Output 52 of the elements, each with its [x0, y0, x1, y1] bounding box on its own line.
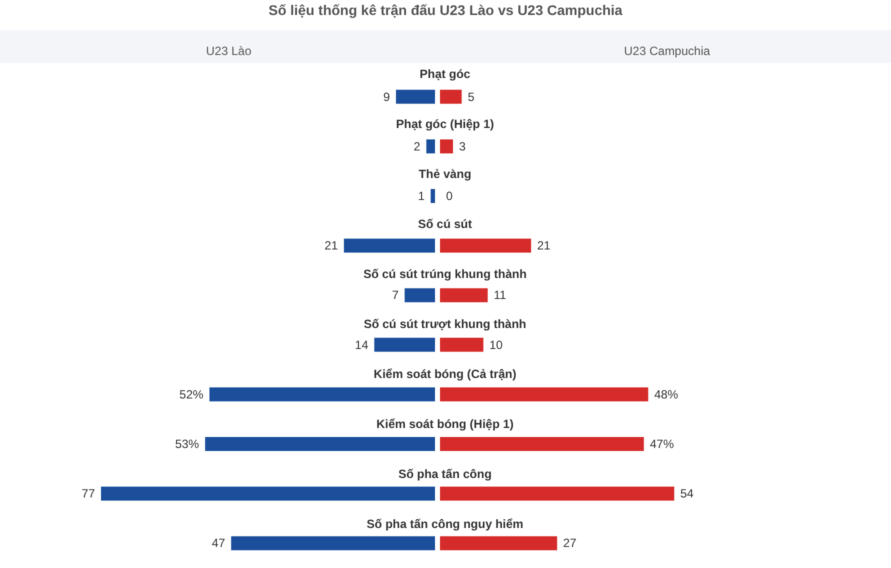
bar [440, 437, 644, 451]
bar [440, 139, 454, 154]
data-label: 53% [175, 437, 200, 451]
data-label: 2 [414, 139, 421, 154]
data-label: 0 [446, 189, 453, 203]
bar [440, 90, 462, 104]
data-label: 47% [650, 437, 674, 451]
y-tick-label: Số cú sút [418, 217, 472, 231]
data-label: 3 [459, 139, 466, 154]
data-label: 21 [324, 238, 338, 253]
text: U23 Campuchia [624, 44, 710, 58]
y-tick-label: Số pha tấn công [398, 467, 492, 481]
data-label: 54 [680, 486, 694, 501]
bar [440, 536, 558, 550]
data-label: 1 [418, 189, 425, 203]
y-tick-label: Số pha tấn công nguy hiểm [366, 517, 524, 531]
data-label: 11 [494, 288, 506, 302]
data-label: 52% [179, 387, 204, 402]
data-label: 27 [563, 536, 577, 550]
text: U23 Lào [206, 44, 252, 58]
y-tick-label: Số cú sút trượt khung thành [364, 317, 526, 331]
bar [440, 486, 674, 501]
bar [426, 139, 435, 154]
data-label: 5 [468, 90, 475, 104]
data-label: 47 [212, 536, 226, 550]
y-tick-label: Phạt góc [420, 67, 470, 81]
chart-title: Số liệu thống kê trận đấu U23 Lào vs U23 Campuchia [268, 2, 622, 18]
y-tick-label: Phạt góc (Hiệp 1) [396, 117, 494, 131]
bar [344, 238, 435, 253]
data-label: 10 [489, 338, 504, 352]
bar [440, 338, 484, 352]
y-tick-label: Số cú sút trúng khung thành [363, 267, 527, 281]
y-tick-label: Kiểm soát bóng (Hiệp 1) [376, 417, 514, 431]
bar [205, 437, 435, 451]
bar [396, 90, 435, 104]
bar [430, 189, 435, 203]
bar [440, 238, 532, 253]
y-tick-label: Thẻ vàng [418, 167, 472, 181]
y-tick-label: Kiểm soát bóng (Cả trận) [374, 367, 516, 381]
data-label: 48% [654, 387, 679, 402]
data-label: 14 [354, 338, 369, 352]
bar [404, 288, 435, 302]
bar [440, 387, 648, 402]
data-label: 7 [392, 288, 399, 302]
data-label: 21 [537, 238, 551, 253]
data-label: 77 [82, 486, 96, 501]
bar [231, 536, 435, 550]
data-label: 9 [383, 90, 390, 104]
bar [209, 387, 435, 402]
bar [440, 288, 488, 302]
bar [374, 338, 435, 352]
bar [101, 486, 435, 501]
